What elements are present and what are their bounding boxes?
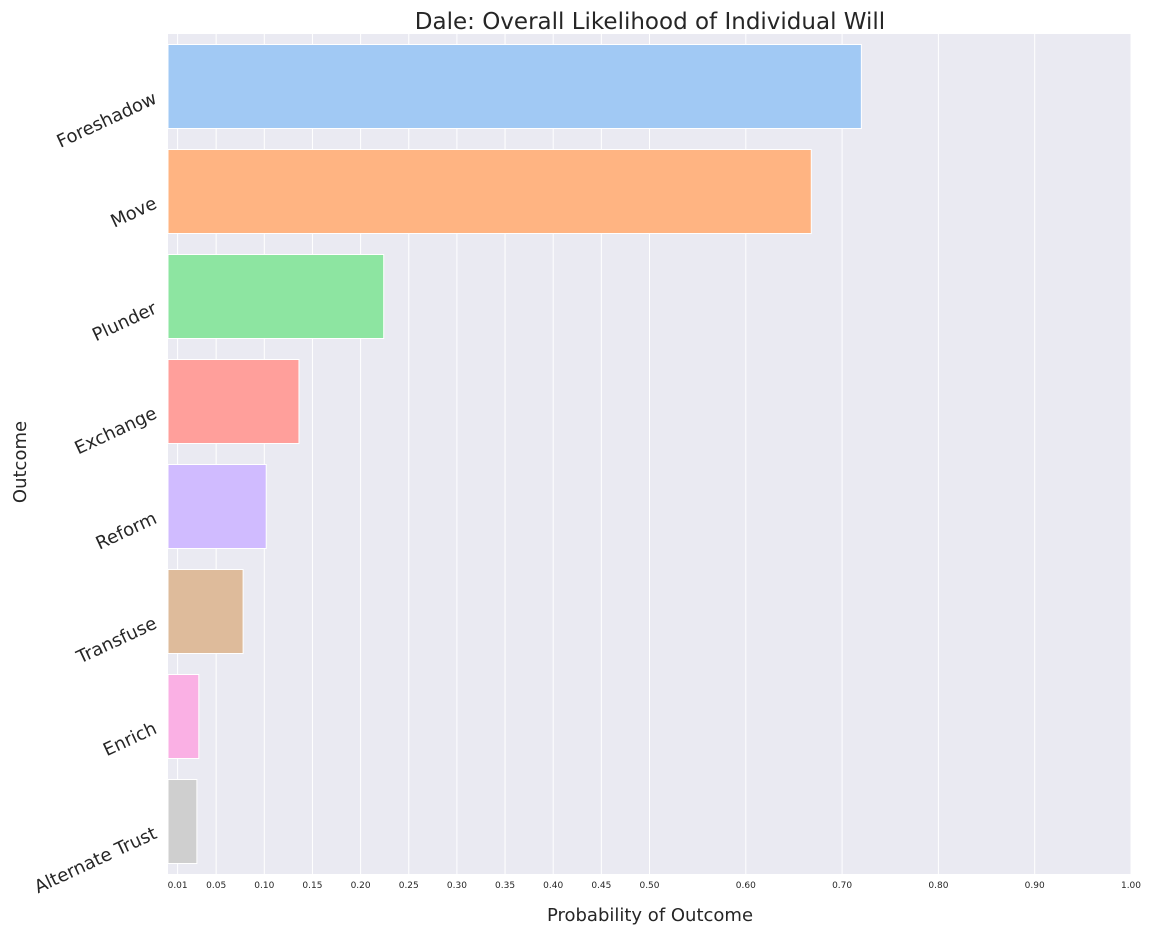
x-tick-label: 0.90 bbox=[1025, 881, 1045, 891]
x-tick-label: 0.45 bbox=[591, 881, 611, 891]
x-tick-label: 0.20 bbox=[351, 881, 371, 891]
x-tick-label: 1.00 bbox=[1121, 881, 1141, 891]
bar-foreshadow bbox=[167, 44, 862, 129]
x-tick-label: 0.40 bbox=[543, 881, 563, 891]
y-axis-label: Outcome bbox=[10, 421, 31, 503]
bar-reform bbox=[167, 464, 267, 549]
x-tick-label: 0.50 bbox=[639, 881, 659, 891]
y-tick-label: Exchange bbox=[72, 403, 161, 459]
bar-exchange bbox=[167, 359, 300, 444]
x-tick-label: 0.70 bbox=[832, 881, 852, 891]
bar-plunder bbox=[167, 254, 385, 339]
x-tick-label: 0.30 bbox=[447, 881, 467, 891]
y-tick-label: Move bbox=[107, 193, 160, 232]
x-tick-label: 0.80 bbox=[928, 881, 948, 891]
bars bbox=[167, 44, 862, 864]
x-tick-label: 0.25 bbox=[399, 881, 419, 891]
y-tick-label: Alternate Trust bbox=[31, 823, 160, 898]
y-tick-label: Foreshadow bbox=[54, 88, 161, 153]
bar-alternate-trust bbox=[167, 779, 198, 864]
x-tick-label: 0.35 bbox=[495, 881, 515, 891]
chart-title: Dale: Overall Likelihood of Individual W… bbox=[415, 9, 885, 35]
x-axis-label: Probability of Outcome bbox=[547, 905, 753, 926]
y-tick-label: Reform bbox=[93, 508, 161, 554]
x-tick-label: 0.01 bbox=[168, 881, 188, 891]
bar-enrich bbox=[167, 674, 200, 759]
bar-move bbox=[167, 149, 812, 234]
x-tick-label: 0.10 bbox=[254, 881, 274, 891]
bar-transfuse bbox=[167, 569, 244, 654]
y-tick-label: Transfuse bbox=[73, 613, 161, 669]
x-tick-labels: 0.01 0.05 0.10 0.15 0.20 0.25 0.30 0.35 0.40 0.45… bbox=[168, 881, 1142, 891]
x-tick-label: 0.60 bbox=[736, 881, 756, 891]
y-tick-label: Plunder bbox=[89, 298, 161, 346]
y-tick-label: Enrich bbox=[100, 718, 160, 761]
x-tick-label: 0.15 bbox=[302, 881, 322, 891]
y-tick-labels: Foreshadow Move Plunder Exchange Reform Trans… bbox=[31, 88, 160, 898]
x-tick-label: 0.05 bbox=[206, 881, 226, 891]
